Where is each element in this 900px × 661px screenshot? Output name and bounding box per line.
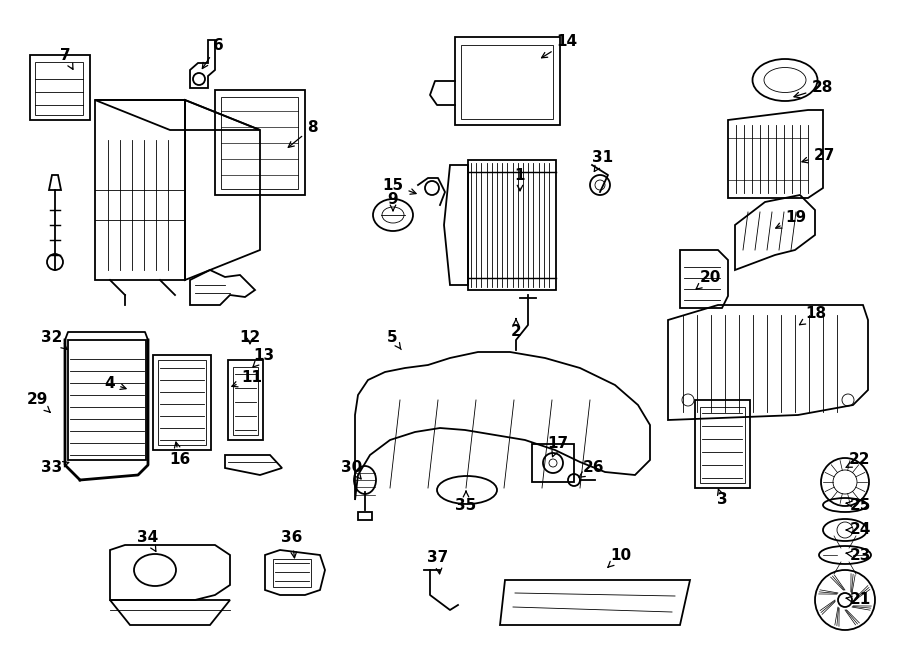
- Text: 2: 2: [510, 319, 521, 340]
- Text: 24: 24: [846, 522, 870, 537]
- Text: 3: 3: [716, 489, 727, 508]
- Text: 26: 26: [579, 461, 604, 477]
- Text: 17: 17: [547, 436, 569, 457]
- Text: 10: 10: [608, 547, 632, 567]
- Bar: [695, 400, 750, 488]
- Text: 7: 7: [59, 48, 73, 69]
- Bar: [68, 340, 146, 460]
- Text: 4: 4: [104, 375, 126, 391]
- Text: 8: 8: [288, 120, 318, 147]
- Text: 9: 9: [388, 192, 399, 211]
- Text: 20: 20: [696, 270, 721, 289]
- Text: 36: 36: [282, 531, 302, 558]
- Text: 34: 34: [138, 531, 158, 551]
- Text: 15: 15: [382, 178, 416, 194]
- Bar: [273, 559, 311, 587]
- Text: 32: 32: [41, 329, 68, 349]
- Text: 28: 28: [794, 81, 832, 98]
- Text: 12: 12: [239, 330, 261, 346]
- Text: 18: 18: [799, 307, 826, 325]
- Bar: [233, 367, 258, 435]
- Bar: [153, 355, 211, 450]
- Text: 27: 27: [802, 147, 834, 163]
- Bar: [468, 160, 556, 290]
- Text: 33: 33: [41, 461, 68, 475]
- Text: 22: 22: [846, 453, 871, 467]
- Text: 35: 35: [455, 491, 477, 512]
- Text: 1: 1: [515, 167, 526, 191]
- Text: 21: 21: [846, 592, 870, 607]
- Text: 23: 23: [846, 547, 870, 563]
- Text: 37: 37: [428, 551, 448, 574]
- Text: 6: 6: [202, 38, 223, 69]
- Bar: [228, 360, 263, 440]
- Text: 14: 14: [542, 34, 578, 58]
- Text: 30: 30: [341, 461, 363, 479]
- Text: 11: 11: [232, 371, 263, 387]
- Text: 16: 16: [169, 442, 191, 467]
- Text: 25: 25: [846, 498, 870, 512]
- Text: 29: 29: [26, 393, 50, 412]
- Text: 13: 13: [253, 348, 274, 367]
- Text: 19: 19: [776, 210, 806, 228]
- Bar: [700, 407, 745, 483]
- Text: 5: 5: [387, 329, 401, 350]
- Bar: [158, 360, 206, 445]
- Text: 31: 31: [592, 151, 614, 171]
